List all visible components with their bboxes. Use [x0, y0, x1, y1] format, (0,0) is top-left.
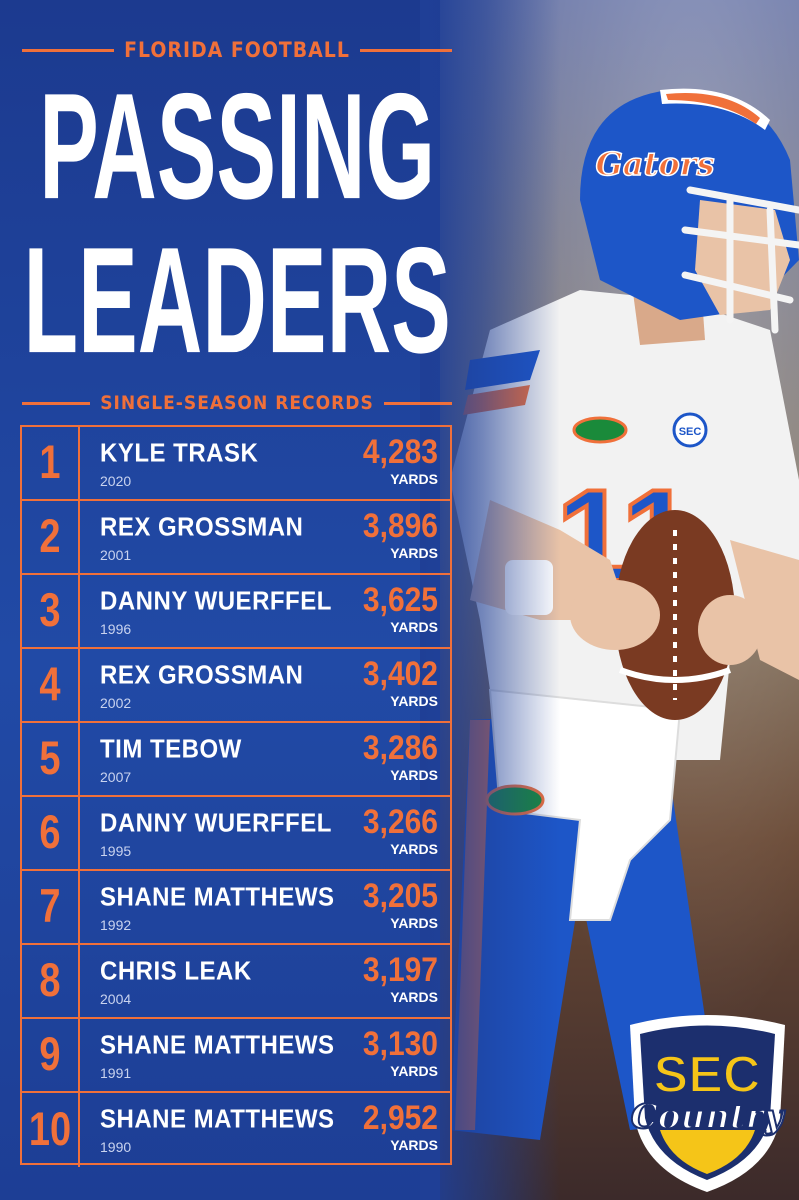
rank-number: 5	[39, 732, 61, 785]
player-name: KYLE TRASK	[100, 439, 259, 469]
kicker-text: FLORIDA FOOTBALL	[124, 38, 350, 62]
yards-value: 3,286	[362, 729, 438, 767]
player-hand-right	[698, 595, 762, 665]
rank-cell: 1	[22, 427, 80, 499]
season-year: 2001	[100, 547, 132, 563]
yards-unit: YARDS	[390, 989, 438, 1005]
kicker-rule-right	[359, 48, 453, 52]
yards-value: 2,952	[362, 1099, 438, 1137]
yards-value: 3,205	[362, 877, 438, 915]
table-row: 1 KYLE TRASK 2020 4,283 YARDS	[22, 427, 450, 501]
season-year: 2020	[100, 473, 132, 489]
rank-cell: 10	[22, 1093, 80, 1167]
table-row: 5 TIM TEBOW 2007 3,286 YARDS	[22, 723, 450, 797]
rank-cell: 3	[22, 575, 80, 647]
logo-sec-text: SEC	[654, 1046, 761, 1104]
player-name: REX GROSSMAN	[100, 661, 304, 691]
table-row: 6 DANNY WUERFFEL 1995 3,266 YARDS	[22, 797, 450, 871]
yards-unit: YARDS	[390, 619, 438, 635]
player-name: SHANE MATTHEWS	[100, 1031, 335, 1061]
yards-value: 3,625	[362, 581, 438, 619]
yards-value: 3,197	[362, 951, 438, 989]
player-name: DANNY WUERFFEL	[100, 809, 332, 839]
yards-unit: YARDS	[390, 915, 438, 931]
table-row: 2 REX GROSSMAN 2001 3,896 YARDS	[22, 501, 450, 575]
yards-unit: YARDS	[390, 471, 438, 487]
season-year: 1992	[100, 917, 132, 933]
sec-patch	[672, 412, 708, 448]
table-row: 7 SHANE MATTHEWS 1992 3,205 YARDS	[22, 871, 450, 945]
yards-unit: YARDS	[390, 693, 438, 709]
season-year: 2002	[100, 695, 132, 711]
table-row: 10 SHANE MATTHEWS 1990 2,952 YARDS	[22, 1093, 450, 1167]
records-table: 1 KYLE TRASK 2020 4,283 YARDS 2 REX GROS…	[20, 425, 452, 1167]
rank-number: 7	[39, 880, 61, 933]
rank-number: 1	[39, 436, 61, 489]
rank-cell: 7	[22, 871, 80, 943]
gator-chest-logo	[572, 416, 628, 444]
title-line-2: LEADERS	[23, 217, 451, 386]
yards-unit: YARDS	[390, 545, 438, 561]
rank-number: 4	[39, 658, 61, 711]
yards-value: 3,266	[362, 803, 438, 841]
title-line-1: PASSING	[39, 63, 436, 232]
yards-value: 3,402	[362, 655, 438, 693]
season-year: 1991	[100, 1065, 132, 1081]
yards-unit: YARDS	[390, 1063, 438, 1079]
season-year: 1995	[100, 843, 132, 859]
player-name: SHANE MATTHEWS	[100, 883, 335, 913]
player-name: TIM TEBOW	[100, 735, 242, 765]
logo-country-text: Country	[631, 1097, 786, 1137]
table-row: 4 REX GROSSMAN 2002 3,402 YARDS	[22, 649, 450, 723]
table-row: 9 SHANE MATTHEWS 1991 3,130 YARDS	[22, 1019, 450, 1093]
rank-number: 3	[39, 584, 61, 637]
yards-unit: YARDS	[390, 767, 438, 783]
season-year: 2004	[100, 991, 132, 1007]
helmet-logo-text: Gators	[595, 145, 714, 183]
yards-value: 3,130	[362, 1025, 438, 1063]
rank-number: 9	[39, 1028, 61, 1081]
rank-cell: 9	[22, 1019, 80, 1091]
season-year: 2007	[100, 769, 132, 785]
rank-number: 6	[39, 806, 61, 859]
subtitle-rule-left	[22, 401, 91, 405]
rank-cell: 4	[22, 649, 80, 721]
sec-patch-text: SEC	[679, 426, 702, 438]
season-year: 1990	[100, 1139, 132, 1155]
facemask	[681, 186, 799, 334]
yards-value: 3,896	[362, 507, 438, 545]
subtitle: SINGLE-SEASON RECORDS	[22, 386, 453, 420]
rank-cell: 5	[22, 723, 80, 795]
subtitle-rule-right	[383, 401, 453, 405]
season-year: 1996	[100, 621, 132, 637]
rank-cell: 6	[22, 797, 80, 869]
player-hand	[570, 580, 660, 650]
rank-cell: 8	[22, 945, 80, 1017]
rank-number: 2	[39, 510, 61, 563]
player-name: SHANE MATTHEWS	[100, 1105, 335, 1135]
yards-value: 4,283	[362, 433, 438, 471]
player-name: DANNY WUERFFEL	[100, 587, 332, 617]
player-arm-right	[730, 540, 799, 680]
photo-fade	[420, 0, 560, 1200]
kicker-rule-left	[22, 48, 115, 52]
player-name: CHRIS LEAK	[100, 957, 252, 987]
subtitle-text: SINGLE-SEASON RECORDS	[100, 392, 374, 414]
rank-number: 8	[39, 954, 61, 1007]
kicker: FLORIDA FOOTBALL	[22, 32, 453, 68]
yards-unit: YARDS	[390, 1137, 438, 1153]
yards-unit: YARDS	[390, 841, 438, 857]
sec-country-logo: SEC Country	[630, 1015, 787, 1192]
table-row: 3 DANNY WUERFFEL 1996 3,625 YARDS	[22, 575, 450, 649]
rank-number: 10	[28, 1103, 72, 1156]
rank-cell: 2	[22, 501, 80, 573]
player-name: REX GROSSMAN	[100, 513, 304, 543]
table-row: 8 CHRIS LEAK 2004 3,197 YARDS	[22, 945, 450, 1019]
